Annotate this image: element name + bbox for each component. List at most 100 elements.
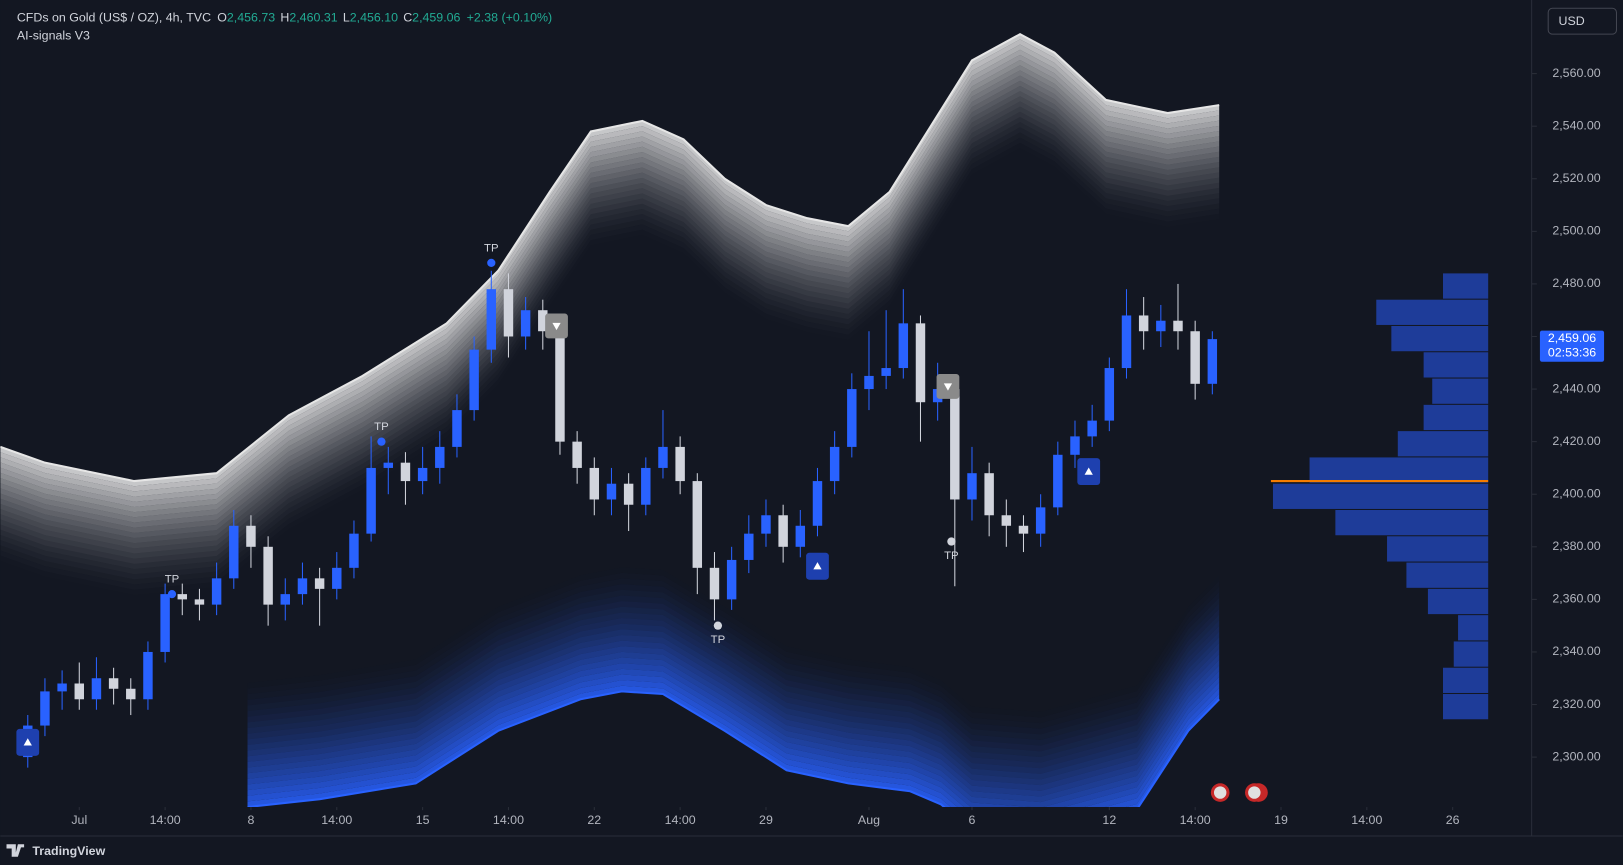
candle-body [829,446,840,482]
y-tick-label: 2,440.00 [1552,381,1600,395]
countdown: 02:53:36 [1548,346,1596,360]
y-tick-label: 2,340.00 [1552,644,1600,658]
candle-body [108,678,119,689]
x-tick-label: 14:00 [1180,813,1211,827]
tp-dot [487,258,496,268]
tp-label: TP [944,550,959,562]
ohlc: O2,456.73 H2,460.31 L2,456.10 C2,459.06 [217,11,460,25]
candle-body [452,410,462,447]
candle-body [726,559,737,600]
signals: TP TP TP TP TP [16,242,1101,756]
y-tick-label: 2,300.00 [1552,749,1600,763]
candle-body [1190,331,1200,384]
tp-label: TP [165,574,180,586]
candle-body [349,533,359,568]
ohlc-value: 2,459.06 [412,11,460,25]
price-tag [1539,330,1605,362]
candle-body [177,594,188,600]
brand: TradingView [32,844,105,858]
tp-dot [713,621,723,630]
candle-body [74,683,84,700]
buy-arrow [1084,467,1093,475]
candle-body [950,389,960,500]
candle-body [400,462,411,482]
x-tick-label: 6 [969,813,976,827]
candle-body [417,467,428,482]
x-tick-label: Jul [71,813,87,827]
candle-body [1087,420,1097,437]
y-tick-label: 2,380.00 [1552,539,1600,553]
x-tick-label: 14:00 [493,813,524,827]
brand-logo [6,844,25,857]
candle-body [366,467,376,534]
volume-profile [1270,273,1489,720]
candle-body [1001,515,1012,526]
tp-dot [377,437,386,446]
candle-body [1018,525,1029,534]
candle-body [126,688,136,700]
x-tick-label: Aug [858,813,880,827]
y-tick-label: 2,400.00 [1552,487,1600,501]
bands [0,32,1220,808]
y-tick-label: 2,480.00 [1552,276,1600,290]
candle-body [486,289,497,350]
candle-body [1070,436,1080,455]
candle-body [229,525,239,579]
currency-button[interactable] [1547,7,1618,35]
candle-body [967,473,977,500]
candle-body [864,375,874,390]
profile-bar [1458,615,1489,641]
y-tick-label: 2,560.00 [1552,66,1600,80]
x-tick-label: 12 [1102,813,1116,827]
ohlc-label: O [217,11,227,25]
candle-body [606,483,617,500]
candle-body [675,446,685,482]
profile-bar [1387,536,1489,562]
x-tick-label: 15 [416,813,430,827]
candle-body [57,683,67,692]
profile-bar [1427,588,1489,615]
profile-bar [1453,641,1489,667]
candle-body [469,349,479,411]
candles [23,270,1218,768]
candle-body [984,473,994,516]
tp-label: TP [374,421,389,433]
candle-body [40,691,50,726]
price-tag-label: 2,459.06 [1548,331,1596,345]
profile-bar [1391,325,1489,352]
x-tick-label: 14:00 [321,813,352,827]
y-tick-label: 2,520.00 [1552,171,1600,185]
band-glow [247,668,1220,808]
y-tick-label: 2,540.00 [1552,118,1600,132]
tp-dot [167,589,177,599]
profile-bar [1397,431,1489,457]
profile-bar [1442,667,1489,693]
band-line [247,690,1220,808]
x-tick-label: 14:00 [665,813,696,827]
change: +2.38 (+0.10%) [467,11,553,25]
candle-body [280,594,291,605]
currency[interactable]: USD [1559,14,1585,28]
candle-body [915,323,926,403]
candle-body [263,546,273,605]
candle-body [589,467,600,500]
y-tick-label: 2,360.00 [1552,592,1600,606]
candle-body [91,678,102,700]
candle-body [847,389,857,447]
candle-body [641,467,651,505]
profile-bar [1423,404,1489,431]
candle-body [246,525,256,547]
tp-dot [947,537,956,546]
y-tick-label: 2,320.00 [1552,697,1600,711]
candle-body [623,483,634,505]
candle-body [692,481,703,568]
sell-arrow [552,322,561,331]
legend: CFDs on Gold (US$ / OZ), 4h, TVC O2,456.7… [17,11,552,25]
ohlc-label: C [403,11,412,25]
candle-body [314,578,325,589]
band-line [0,32,1220,483]
candle-body [435,446,445,468]
profile-bar [1309,457,1489,483]
candle-body [812,481,823,526]
